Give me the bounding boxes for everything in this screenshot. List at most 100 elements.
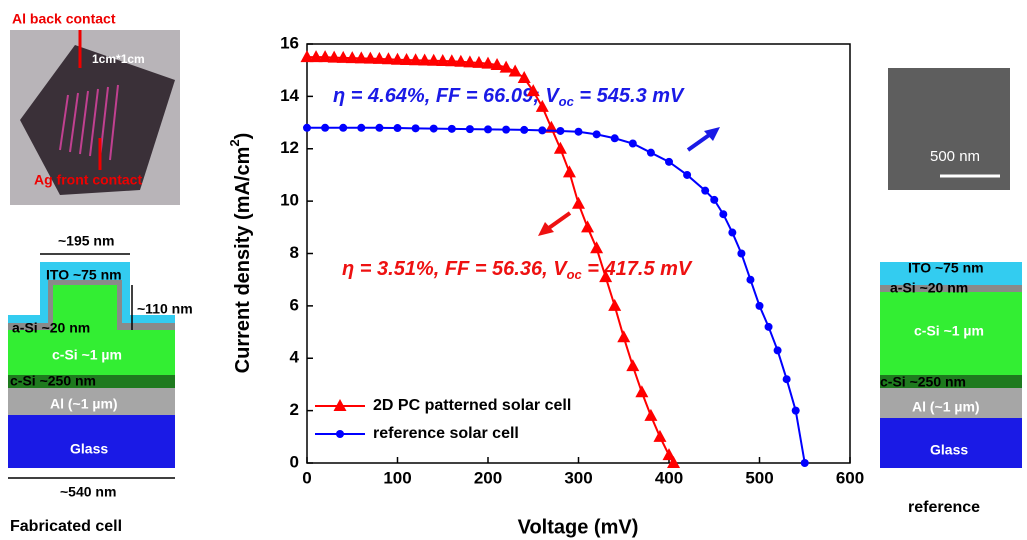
caption: Fabricated cell	[10, 518, 122, 535]
x-tick-label: 0	[302, 468, 311, 487]
annotation: η = 4.64%, FF = 66.09; Voc = 545.3 mV	[333, 85, 685, 109]
ito-layer	[880, 262, 1022, 285]
marker	[653, 429, 667, 442]
marker	[628, 139, 637, 148]
marker	[333, 399, 347, 411]
marker	[427, 53, 441, 66]
marker	[447, 124, 456, 133]
y-tick-label: 6	[290, 295, 299, 314]
marker	[574, 127, 583, 136]
marker	[339, 123, 348, 132]
label: c-Si ~250 nm	[880, 374, 966, 390]
y-tick-label: 14	[280, 86, 299, 105]
label: Ag front contact	[34, 172, 142, 188]
marker	[418, 53, 432, 66]
y-tick-label: 8	[290, 243, 299, 262]
csi-layer	[880, 292, 1022, 375]
arrow	[538, 211, 572, 236]
marker	[484, 125, 492, 134]
sem-image	[888, 68, 1010, 190]
marker	[719, 210, 728, 219]
label: Glass	[930, 442, 968, 458]
x-tick-label: 200	[474, 468, 502, 487]
asi-layer	[880, 285, 1022, 292]
marker	[662, 448, 676, 461]
device-chip	[20, 45, 175, 195]
marker	[562, 165, 576, 178]
label: c-Si ~1 µm	[52, 347, 122, 363]
label: 1cm*1cm	[92, 52, 145, 66]
x-tick-label: 500	[745, 468, 773, 487]
marker	[318, 50, 332, 63]
x-tick-label: 300	[564, 468, 592, 487]
annotation-part: = 417.5 mV	[582, 258, 693, 280]
x-tick-label: 100	[383, 468, 411, 487]
marker	[764, 322, 773, 331]
marker	[755, 301, 764, 310]
y-axis-label-part: )	[232, 133, 254, 140]
marker	[617, 330, 631, 343]
label: a-Si ~20 nm	[890, 280, 968, 296]
marker	[321, 123, 330, 132]
marker	[635, 385, 649, 398]
marker	[336, 430, 344, 438]
marker	[436, 54, 450, 67]
glass-layer	[8, 415, 175, 468]
arrow	[686, 127, 720, 152]
marker	[667, 456, 681, 468]
marker	[610, 134, 619, 143]
y-tick-label: 2	[290, 400, 299, 419]
marker	[608, 298, 622, 311]
label: Glass	[70, 441, 108, 457]
marker	[445, 54, 459, 67]
marker	[499, 60, 513, 73]
y-tick-label: 16	[280, 33, 299, 52]
marker	[508, 64, 522, 77]
label: Al (~1 µm)	[912, 399, 980, 415]
marker	[553, 141, 567, 154]
marker	[535, 99, 549, 112]
label: a-Si ~20 nm	[12, 320, 90, 336]
series-line	[307, 126, 806, 464]
label: ~540 nm	[60, 484, 116, 500]
marker	[345, 51, 359, 64]
y-axis-label: Current density (mA/cm2)	[227, 133, 254, 374]
marker	[363, 51, 377, 64]
marker	[481, 56, 495, 69]
y-axis-label-part: 2	[227, 139, 242, 146]
marker	[391, 52, 404, 65]
x-axis-label: Voltage (mV)	[518, 516, 639, 538]
marker	[791, 406, 800, 415]
csi-bottom-layer	[880, 375, 1022, 388]
marker	[454, 54, 468, 67]
marker	[773, 346, 782, 355]
label: ITO ~75 nm	[46, 267, 122, 283]
marker	[590, 241, 604, 254]
marker	[592, 130, 601, 139]
label: ITO ~75 nm	[908, 260, 984, 276]
al-layer	[880, 388, 1022, 418]
marker	[683, 170, 692, 179]
marker	[372, 51, 386, 64]
marker	[309, 50, 323, 63]
caption: reference	[908, 499, 980, 516]
y-tick-label: 12	[280, 138, 299, 157]
al-layer	[8, 388, 175, 415]
marker	[375, 123, 384, 132]
finger-stripes	[59, 84, 119, 161]
marker	[665, 157, 673, 166]
marker	[746, 275, 755, 284]
marker	[336, 50, 350, 63]
csi-layer	[8, 330, 175, 375]
y-axis-label-part: Current density (mA/cm	[232, 147, 254, 374]
label: Al (~1 µm)	[50, 396, 118, 412]
marker	[520, 125, 529, 134]
annotation: η = 3.51%, FF = 56.36, Voc = 417.5 mV	[342, 258, 693, 282]
marker	[409, 53, 423, 66]
marker	[599, 270, 613, 283]
marker	[327, 50, 341, 63]
marker	[354, 51, 368, 64]
annotation-part: = 545.3 mV	[574, 85, 685, 107]
csi-bottom-layer	[8, 375, 175, 388]
